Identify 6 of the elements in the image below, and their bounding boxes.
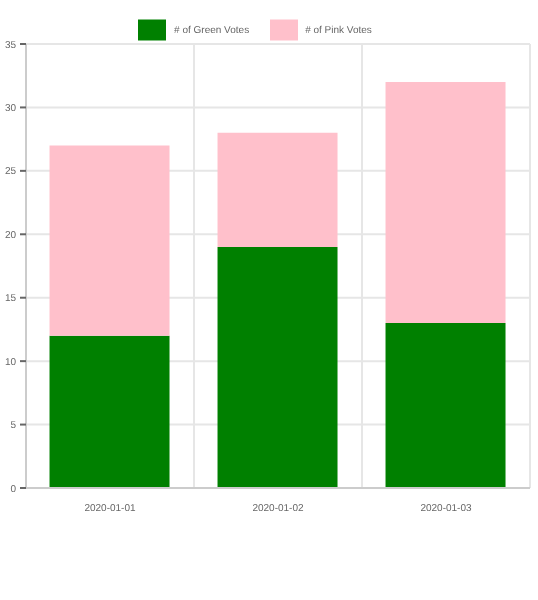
bar	[217, 246, 338, 488]
bar	[217, 132, 338, 247]
bar	[49, 335, 170, 488]
bar	[385, 82, 506, 324]
bar	[49, 145, 170, 336]
bar	[385, 323, 506, 488]
